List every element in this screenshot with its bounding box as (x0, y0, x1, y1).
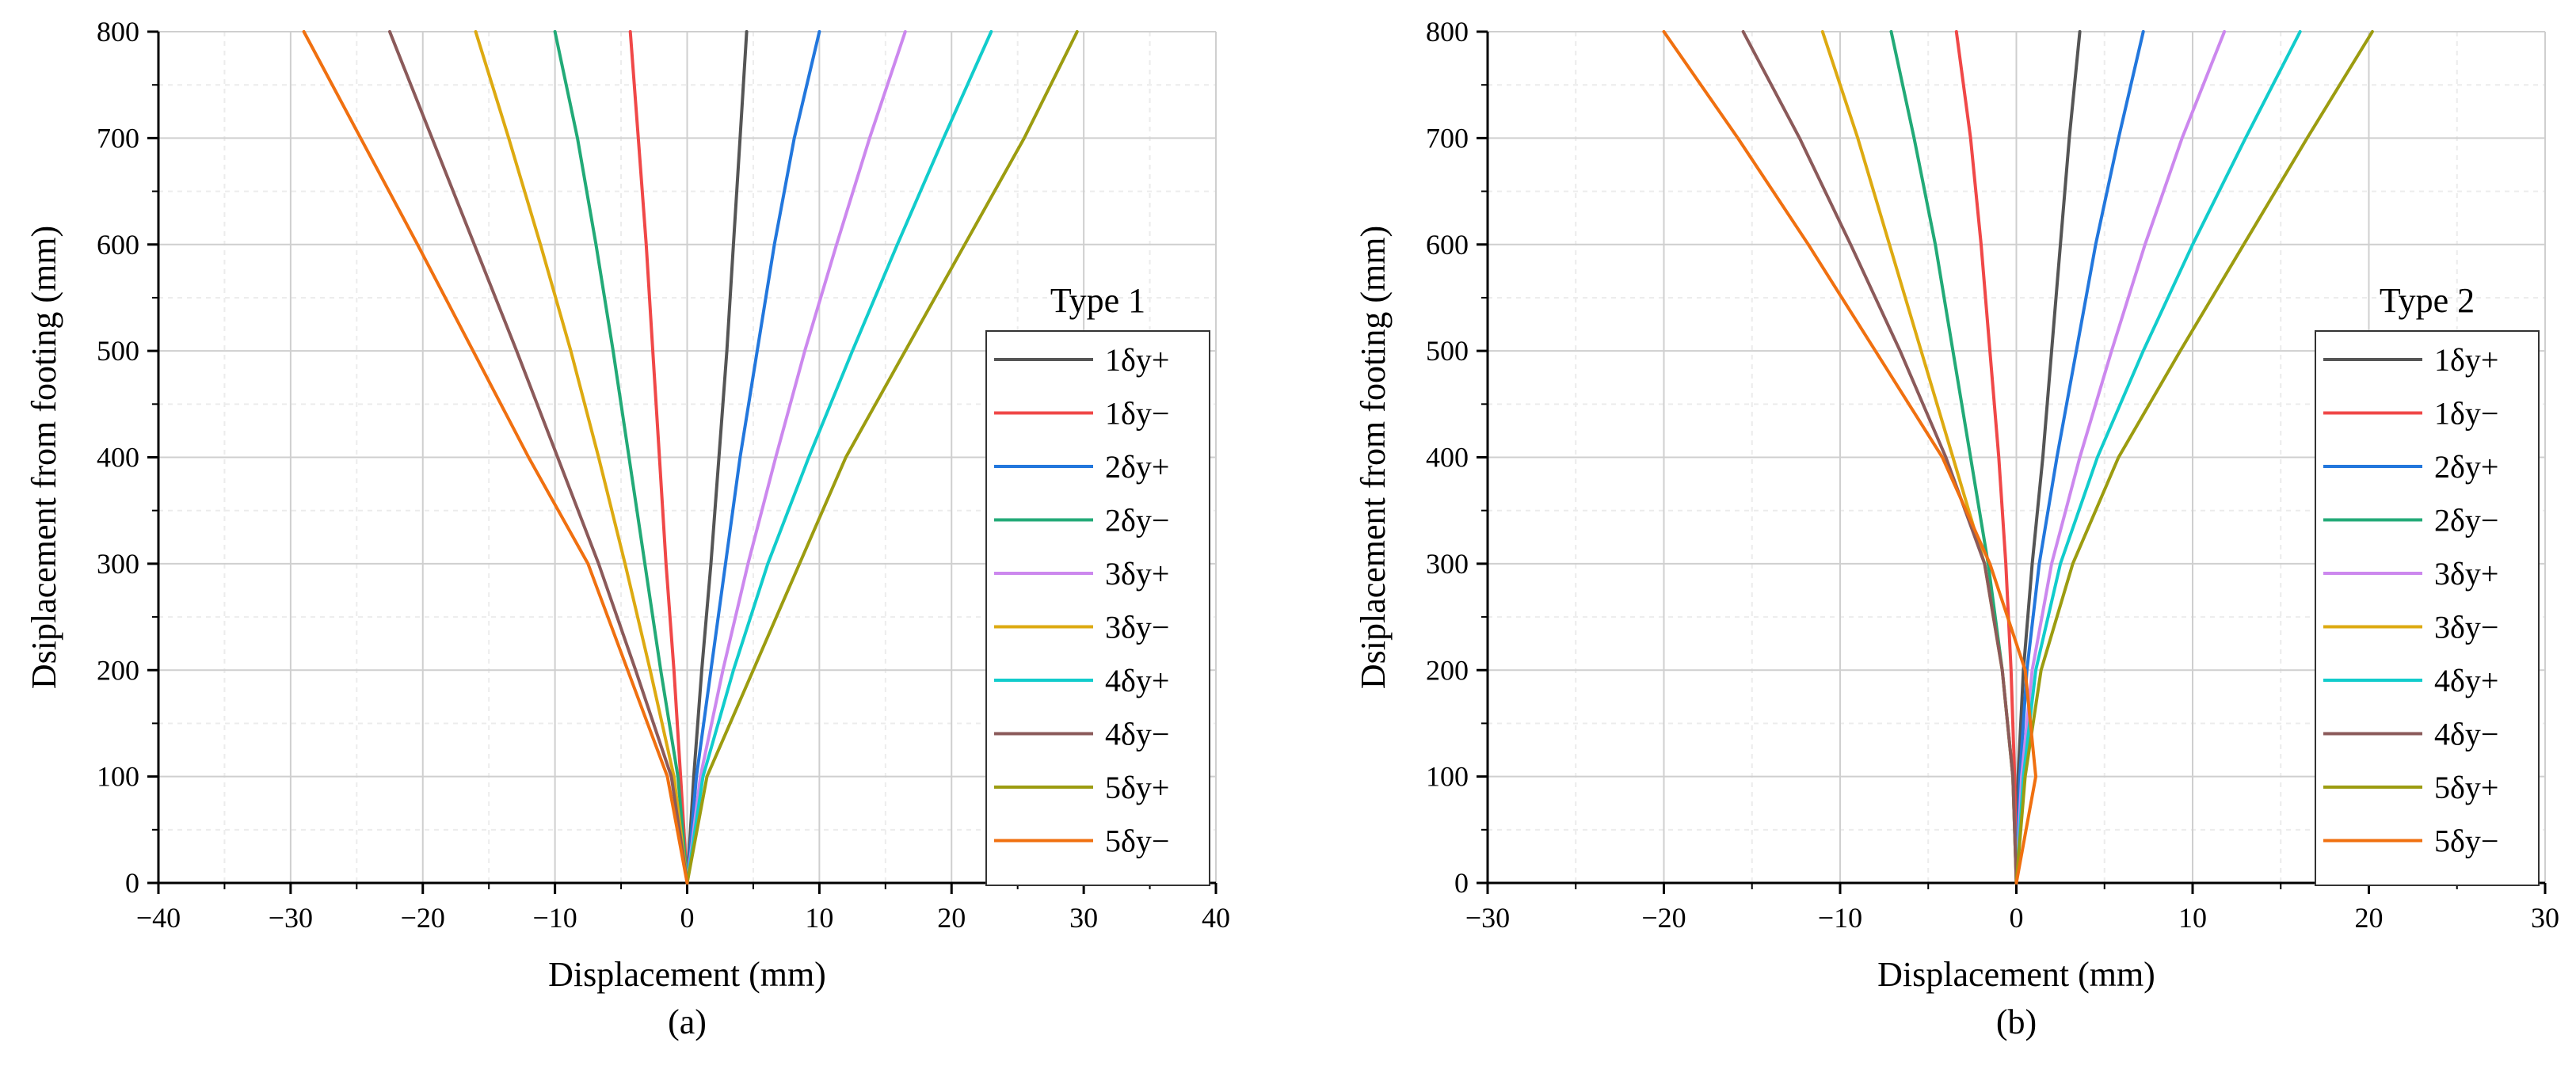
x-axis-label: Displacement (mm) (1877, 955, 2155, 994)
y-tick-label: 700 (97, 122, 139, 154)
y-tick-label: 800 (1426, 16, 1469, 48)
legend-label-9: 5δy+ (2434, 770, 2498, 805)
x-tick-label: 0 (680, 902, 695, 934)
legend-label-5: 3δy+ (2434, 556, 2498, 592)
series-line-4 (553, 30, 689, 885)
x-tick-label: 20 (2355, 902, 2384, 934)
legend-label-3: 2δy+ (1105, 449, 1169, 485)
y-tick-label: 400 (1426, 442, 1469, 474)
y-tick-label: 0 (1454, 867, 1469, 899)
legend-label-1: 1δy+ (1105, 342, 1169, 378)
legend-label-1: 1δy+ (2434, 342, 2498, 378)
figure-caption: (b) (1996, 1003, 2037, 1041)
legend-title: Type 1 (1050, 281, 1145, 320)
series-line-2 (1954, 30, 2018, 885)
legend-label-9: 5δy+ (1105, 770, 1169, 805)
x-tick-label: −20 (401, 902, 445, 934)
y-tick-label: 600 (97, 229, 139, 261)
x-tick-label: 20 (937, 902, 966, 934)
series-line-3 (2014, 30, 2145, 885)
series-line-7 (685, 30, 993, 885)
y-tick-label: 300 (97, 548, 139, 580)
series-line-7 (2014, 30, 2302, 885)
series-line-8 (388, 30, 689, 885)
series-line-9 (685, 30, 1079, 885)
y-tick-label: 200 (97, 654, 139, 686)
x-tick-label: 0 (2010, 902, 2024, 934)
series-line-10 (302, 30, 689, 885)
y-axis-label: Dsiplacement from footing (mm) (25, 226, 63, 689)
y-tick-label: 200 (1426, 654, 1469, 686)
series-line-9 (2014, 30, 2374, 885)
legend-label-6: 3δy− (1105, 610, 1169, 645)
y-tick-label: 700 (1426, 122, 1469, 154)
y-tick-label: 400 (97, 442, 139, 474)
series-line-3 (685, 30, 821, 885)
legend-label-7: 4δy+ (2434, 663, 2498, 698)
x-tick-label: 30 (2531, 902, 2559, 934)
legend-label-8: 4δy− (1105, 717, 1169, 752)
y-tick-label: 500 (1426, 335, 1469, 367)
legend-label-10: 5δy− (2434, 824, 2498, 859)
figure-caption: (a) (668, 1003, 707, 1041)
x-tick-label: 10 (805, 902, 833, 934)
x-tick-label: −40 (136, 902, 181, 934)
y-tick-label: 0 (125, 867, 139, 899)
x-tick-label: −10 (1818, 902, 1862, 934)
series-line-5 (685, 30, 907, 885)
y-tick-label: 100 (1426, 761, 1469, 793)
series-line-1 (2014, 30, 2082, 885)
legend-label-5: 3δy+ (1105, 556, 1169, 592)
legend-label-8: 4δy− (2434, 717, 2498, 752)
series-line-5 (2014, 30, 2227, 885)
series-line-10 (1662, 30, 2037, 885)
y-tick-label: 500 (97, 335, 139, 367)
series-line-6 (474, 30, 689, 885)
legend-label-4: 2δy− (2434, 503, 2498, 538)
y-tick-label: 300 (1426, 548, 1469, 580)
legend-label-3: 2δy+ (2434, 449, 2498, 485)
x-tick-label: −30 (269, 902, 313, 934)
x-tick-label: 30 (1069, 902, 1098, 934)
legend-box (2315, 330, 2540, 886)
x-tick-label: 10 (2178, 902, 2207, 934)
x-tick-label: −10 (532, 902, 577, 934)
legend-label-2: 1δy− (1105, 396, 1169, 432)
series-line-1 (685, 30, 749, 885)
legend-label-7: 4δy+ (1105, 663, 1169, 698)
x-axis-label: Displacement (mm) (548, 955, 826, 994)
series-line-2 (628, 30, 689, 885)
y-axis-label: Dsiplacement from footing (mm) (1354, 226, 1393, 689)
y-tick-label: 600 (1426, 229, 1469, 261)
legend-label-10: 5δy− (1105, 824, 1169, 859)
legend-label-6: 3δy− (2434, 610, 2498, 645)
x-tick-label: −30 (1465, 902, 1510, 934)
y-tick-label: 800 (97, 16, 139, 48)
legend-box (985, 330, 1210, 886)
x-tick-label: 40 (1202, 902, 1230, 934)
legend-label-2: 1δy− (2434, 396, 2498, 432)
x-tick-label: −20 (1641, 902, 1686, 934)
series-line-8 (1741, 30, 2018, 885)
y-tick-label: 100 (97, 761, 139, 793)
legend-title: Type 2 (2380, 281, 2475, 320)
legend-label-4: 2δy− (1105, 503, 1169, 538)
